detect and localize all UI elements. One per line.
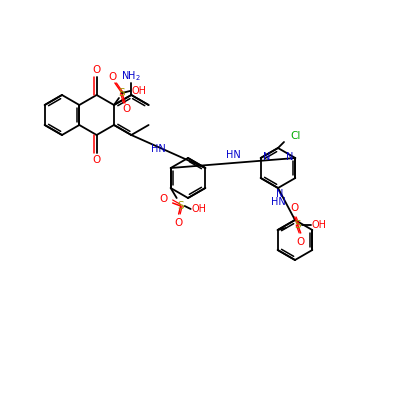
Text: HN: HN <box>271 197 286 207</box>
Text: S: S <box>177 201 184 211</box>
Text: OH: OH <box>132 86 146 96</box>
Text: O: O <box>123 104 131 114</box>
Text: O: O <box>92 155 101 165</box>
Text: O: O <box>109 72 117 82</box>
Text: O: O <box>174 218 183 228</box>
Text: O: O <box>290 203 299 213</box>
Text: OH: OH <box>311 220 326 230</box>
Text: N: N <box>286 152 293 162</box>
Text: Cl: Cl <box>291 131 301 141</box>
Text: N: N <box>263 152 270 162</box>
Text: S: S <box>294 220 301 230</box>
Text: O: O <box>92 65 101 75</box>
Text: O: O <box>160 194 168 204</box>
Text: NH$_2$: NH$_2$ <box>121 69 141 83</box>
Text: S: S <box>119 88 125 98</box>
Text: O: O <box>296 237 305 247</box>
Text: N: N <box>276 189 284 199</box>
Text: HN: HN <box>226 150 240 160</box>
Text: HN: HN <box>151 144 166 154</box>
Text: OH: OH <box>191 204 206 214</box>
